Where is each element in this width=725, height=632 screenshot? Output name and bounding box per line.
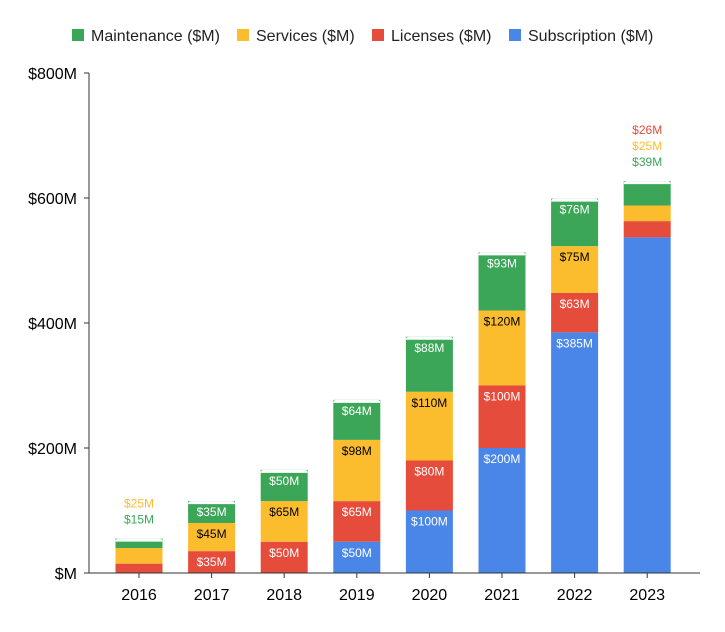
bar-segment <box>115 538 163 548</box>
data-label: $100M <box>411 515 448 529</box>
bar-segment <box>405 510 453 573</box>
data-label: $385M <box>556 336 593 350</box>
bar-segment <box>115 563 163 573</box>
data-label: $50M <box>269 546 299 560</box>
data-label: $75M <box>560 250 590 264</box>
bar-corner-mask <box>260 469 308 473</box>
data-label: $65M <box>269 505 299 519</box>
bars: $15M $25M $15M $35M $45M $35M $50M $65M $50M $50M… <box>115 123 671 575</box>
x-tick-label: 2016 <box>121 587 157 604</box>
data-label: $35M <box>197 505 227 519</box>
bar-corner-mask <box>405 336 453 340</box>
data-label: $65M <box>342 505 372 519</box>
legend-swatch <box>372 29 384 41</box>
bar-segment <box>623 181 671 206</box>
bar-segment <box>188 501 236 523</box>
legend-swatch <box>237 29 249 41</box>
bar-segment <box>115 548 163 564</box>
data-label: $63M <box>560 297 590 311</box>
bar-segment <box>260 469 308 502</box>
bar-corner-mask <box>623 181 671 185</box>
bar-segment <box>333 501 381 542</box>
bar-corner-mask <box>188 501 236 505</box>
bar-corner-mask <box>333 399 381 403</box>
bar-segment <box>623 237 671 573</box>
bar-segment <box>260 501 308 542</box>
data-label: $88M <box>414 341 444 355</box>
bar-segment <box>551 293 599 333</box>
data-label: $25M <box>124 497 154 511</box>
bar-segment <box>405 391 453 461</box>
bar-segment <box>478 252 526 311</box>
bar-segment <box>623 221 671 238</box>
data-label: $93M <box>487 256 517 270</box>
data-label: $537M <box>629 398 666 412</box>
bar-segment <box>188 523 236 552</box>
y-axis: $M $200M $400M $600M $800M <box>28 66 90 583</box>
bar-segment <box>623 205 671 222</box>
bar-segment <box>478 385 526 448</box>
bar-segment <box>333 399 381 440</box>
data-label: $15M <box>124 513 154 527</box>
bar-segment <box>551 246 599 293</box>
x-tick-label: 2020 <box>412 587 448 604</box>
data-label: $35M <box>197 555 227 569</box>
data-label: $15M <box>124 561 154 575</box>
y-tick-label: $M <box>55 566 77 583</box>
legend-label: Subscription ($M) <box>528 28 653 45</box>
data-label: $45M <box>197 527 227 541</box>
data-label: $100M <box>484 390 521 404</box>
data-label: $25M <box>632 139 662 153</box>
x-tick-label: 2018 <box>266 587 302 604</box>
data-label: $80M <box>414 465 444 479</box>
data-label: $98M <box>342 444 372 458</box>
bar-corner-mask <box>115 538 163 542</box>
data-label: $76M <box>560 203 590 217</box>
x-tick-label: 2021 <box>484 587 520 604</box>
bar-segment <box>333 439 381 502</box>
x-tick-label: 2019 <box>339 587 375 604</box>
bar-segment <box>478 310 526 386</box>
x-tick-label: 2022 <box>557 587 593 604</box>
data-label: $26M <box>632 123 662 137</box>
bar-corner-mask <box>478 252 526 256</box>
y-tick-label: $800M <box>28 66 77 83</box>
legend-swatch <box>509 29 521 41</box>
x-tick-label: 2023 <box>629 587 665 604</box>
data-label: $64M <box>342 404 372 418</box>
legend: Maintenance ($M) Services ($M) Licenses ($… <box>72 28 653 45</box>
bar-segment <box>260 541 308 573</box>
data-label: $110M <box>411 396 447 410</box>
bar-segment <box>188 551 236 573</box>
bar-segment <box>405 336 453 392</box>
bar-segment <box>405 460 453 511</box>
y-tick-label: $600M <box>28 191 77 208</box>
x-tick-label: 2017 <box>194 587 230 604</box>
data-label: $50M <box>342 546 372 560</box>
legend-label: Licenses ($M) <box>391 28 491 45</box>
y-tick-label: $200M <box>28 441 77 458</box>
legend-label: Services ($M) <box>256 28 355 45</box>
data-label: $39M <box>632 155 662 169</box>
bar-segment <box>333 541 381 573</box>
data-label: $50M <box>269 474 299 488</box>
legend-label: Maintenance ($M) <box>91 28 220 45</box>
x-axis: 2016 2017 2018 2019 2020 2021 2022 2023 <box>89 572 700 604</box>
legend-swatch <box>72 29 84 41</box>
y-tick-label: $400M <box>28 316 77 333</box>
data-label: $120M <box>484 315 521 329</box>
bar-segment <box>478 448 526 573</box>
bar-corner-mask <box>551 198 599 202</box>
bar-segment <box>551 198 599 247</box>
bar-segment <box>551 332 599 573</box>
data-label: $200M <box>484 452 521 466</box>
